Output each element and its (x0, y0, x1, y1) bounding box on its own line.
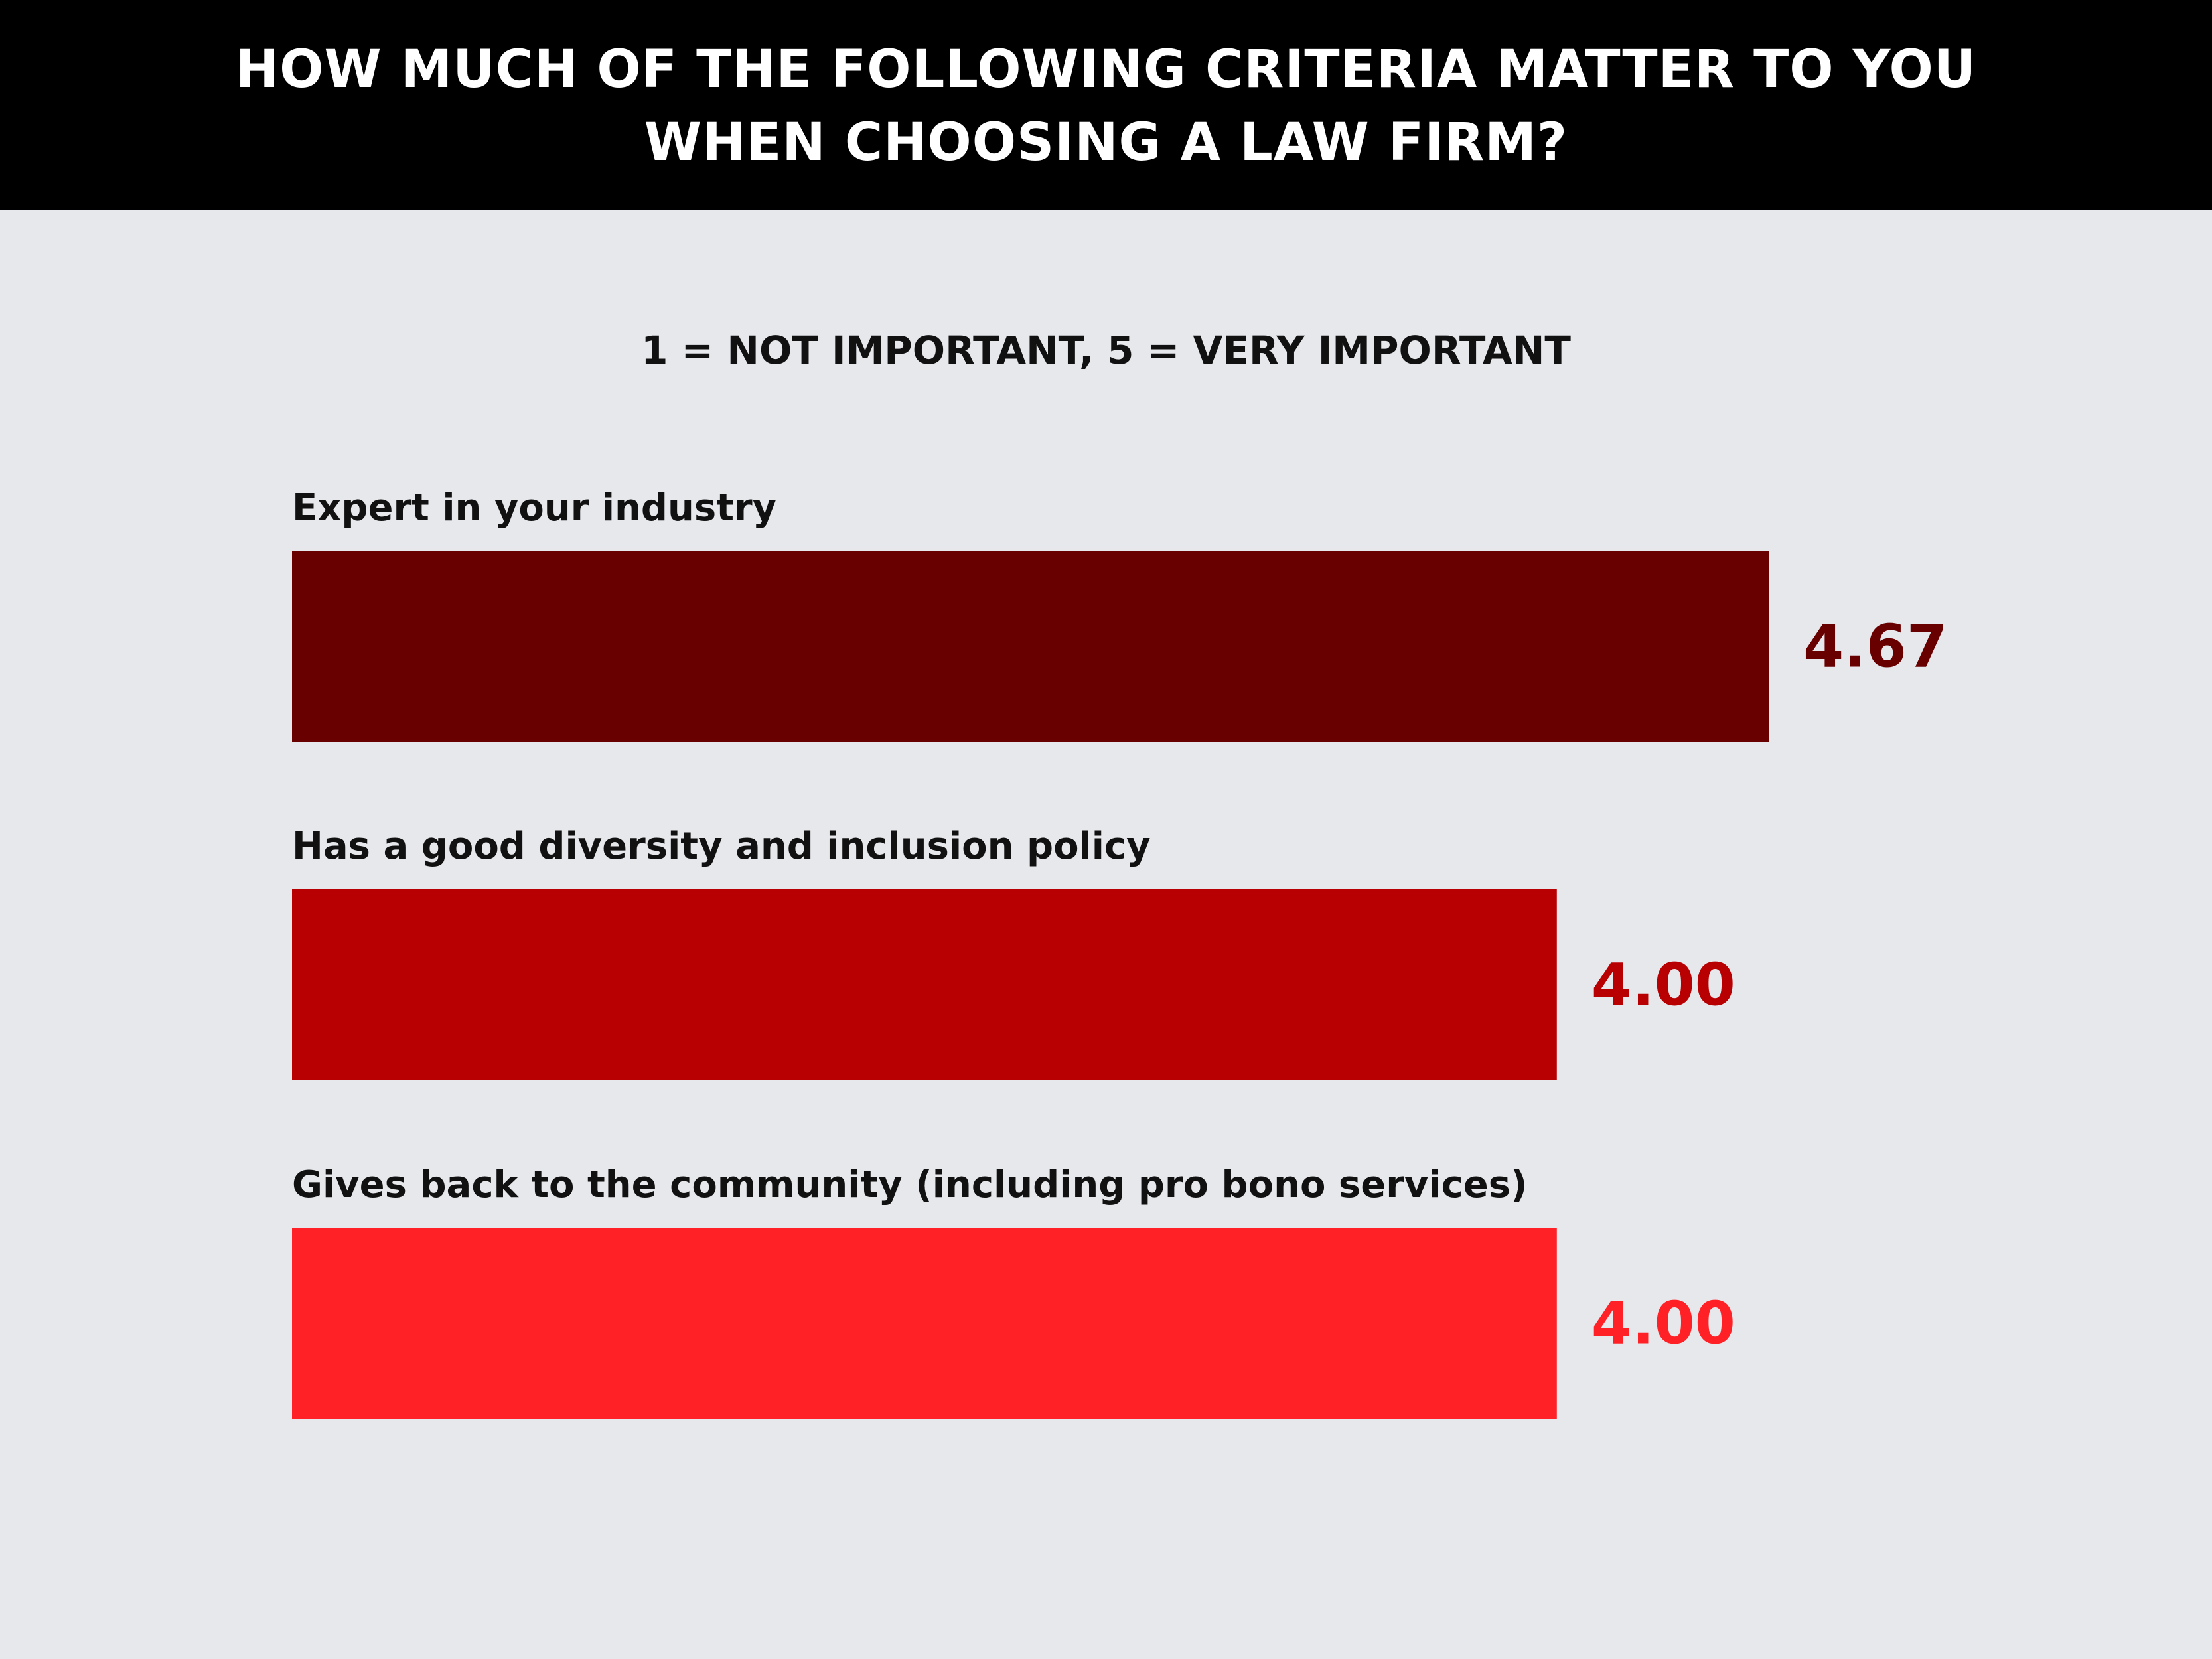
value-label: 4.00 (1591, 951, 1735, 1019)
bar (292, 889, 1557, 1080)
bar (292, 551, 1769, 742)
chart-title: HOW MUCH OF THE FOLLOWING CRITERIA MATTE… (235, 40, 1977, 173)
category-label: Expert in your industry (292, 486, 776, 530)
value-label: 4.00 (1591, 1289, 1735, 1358)
category-label: Has a good diversity and inclusion polic… (292, 825, 1151, 868)
category-label: Gives back to the community (including p… (292, 1163, 1528, 1206)
value-label: 4.67 (1803, 613, 1947, 681)
bars-layer: Expert in your industry 4.67 Has a good di… (292, 486, 1947, 1419)
bar (292, 1228, 1557, 1419)
chart-header: HOW MUCH OF THE FOLLOWING CRITERIA MATTE… (0, 0, 2212, 210)
chart-subtitle: 1 = NOT IMPORTANT, 5 = VERY IMPORTANT (641, 328, 1571, 373)
